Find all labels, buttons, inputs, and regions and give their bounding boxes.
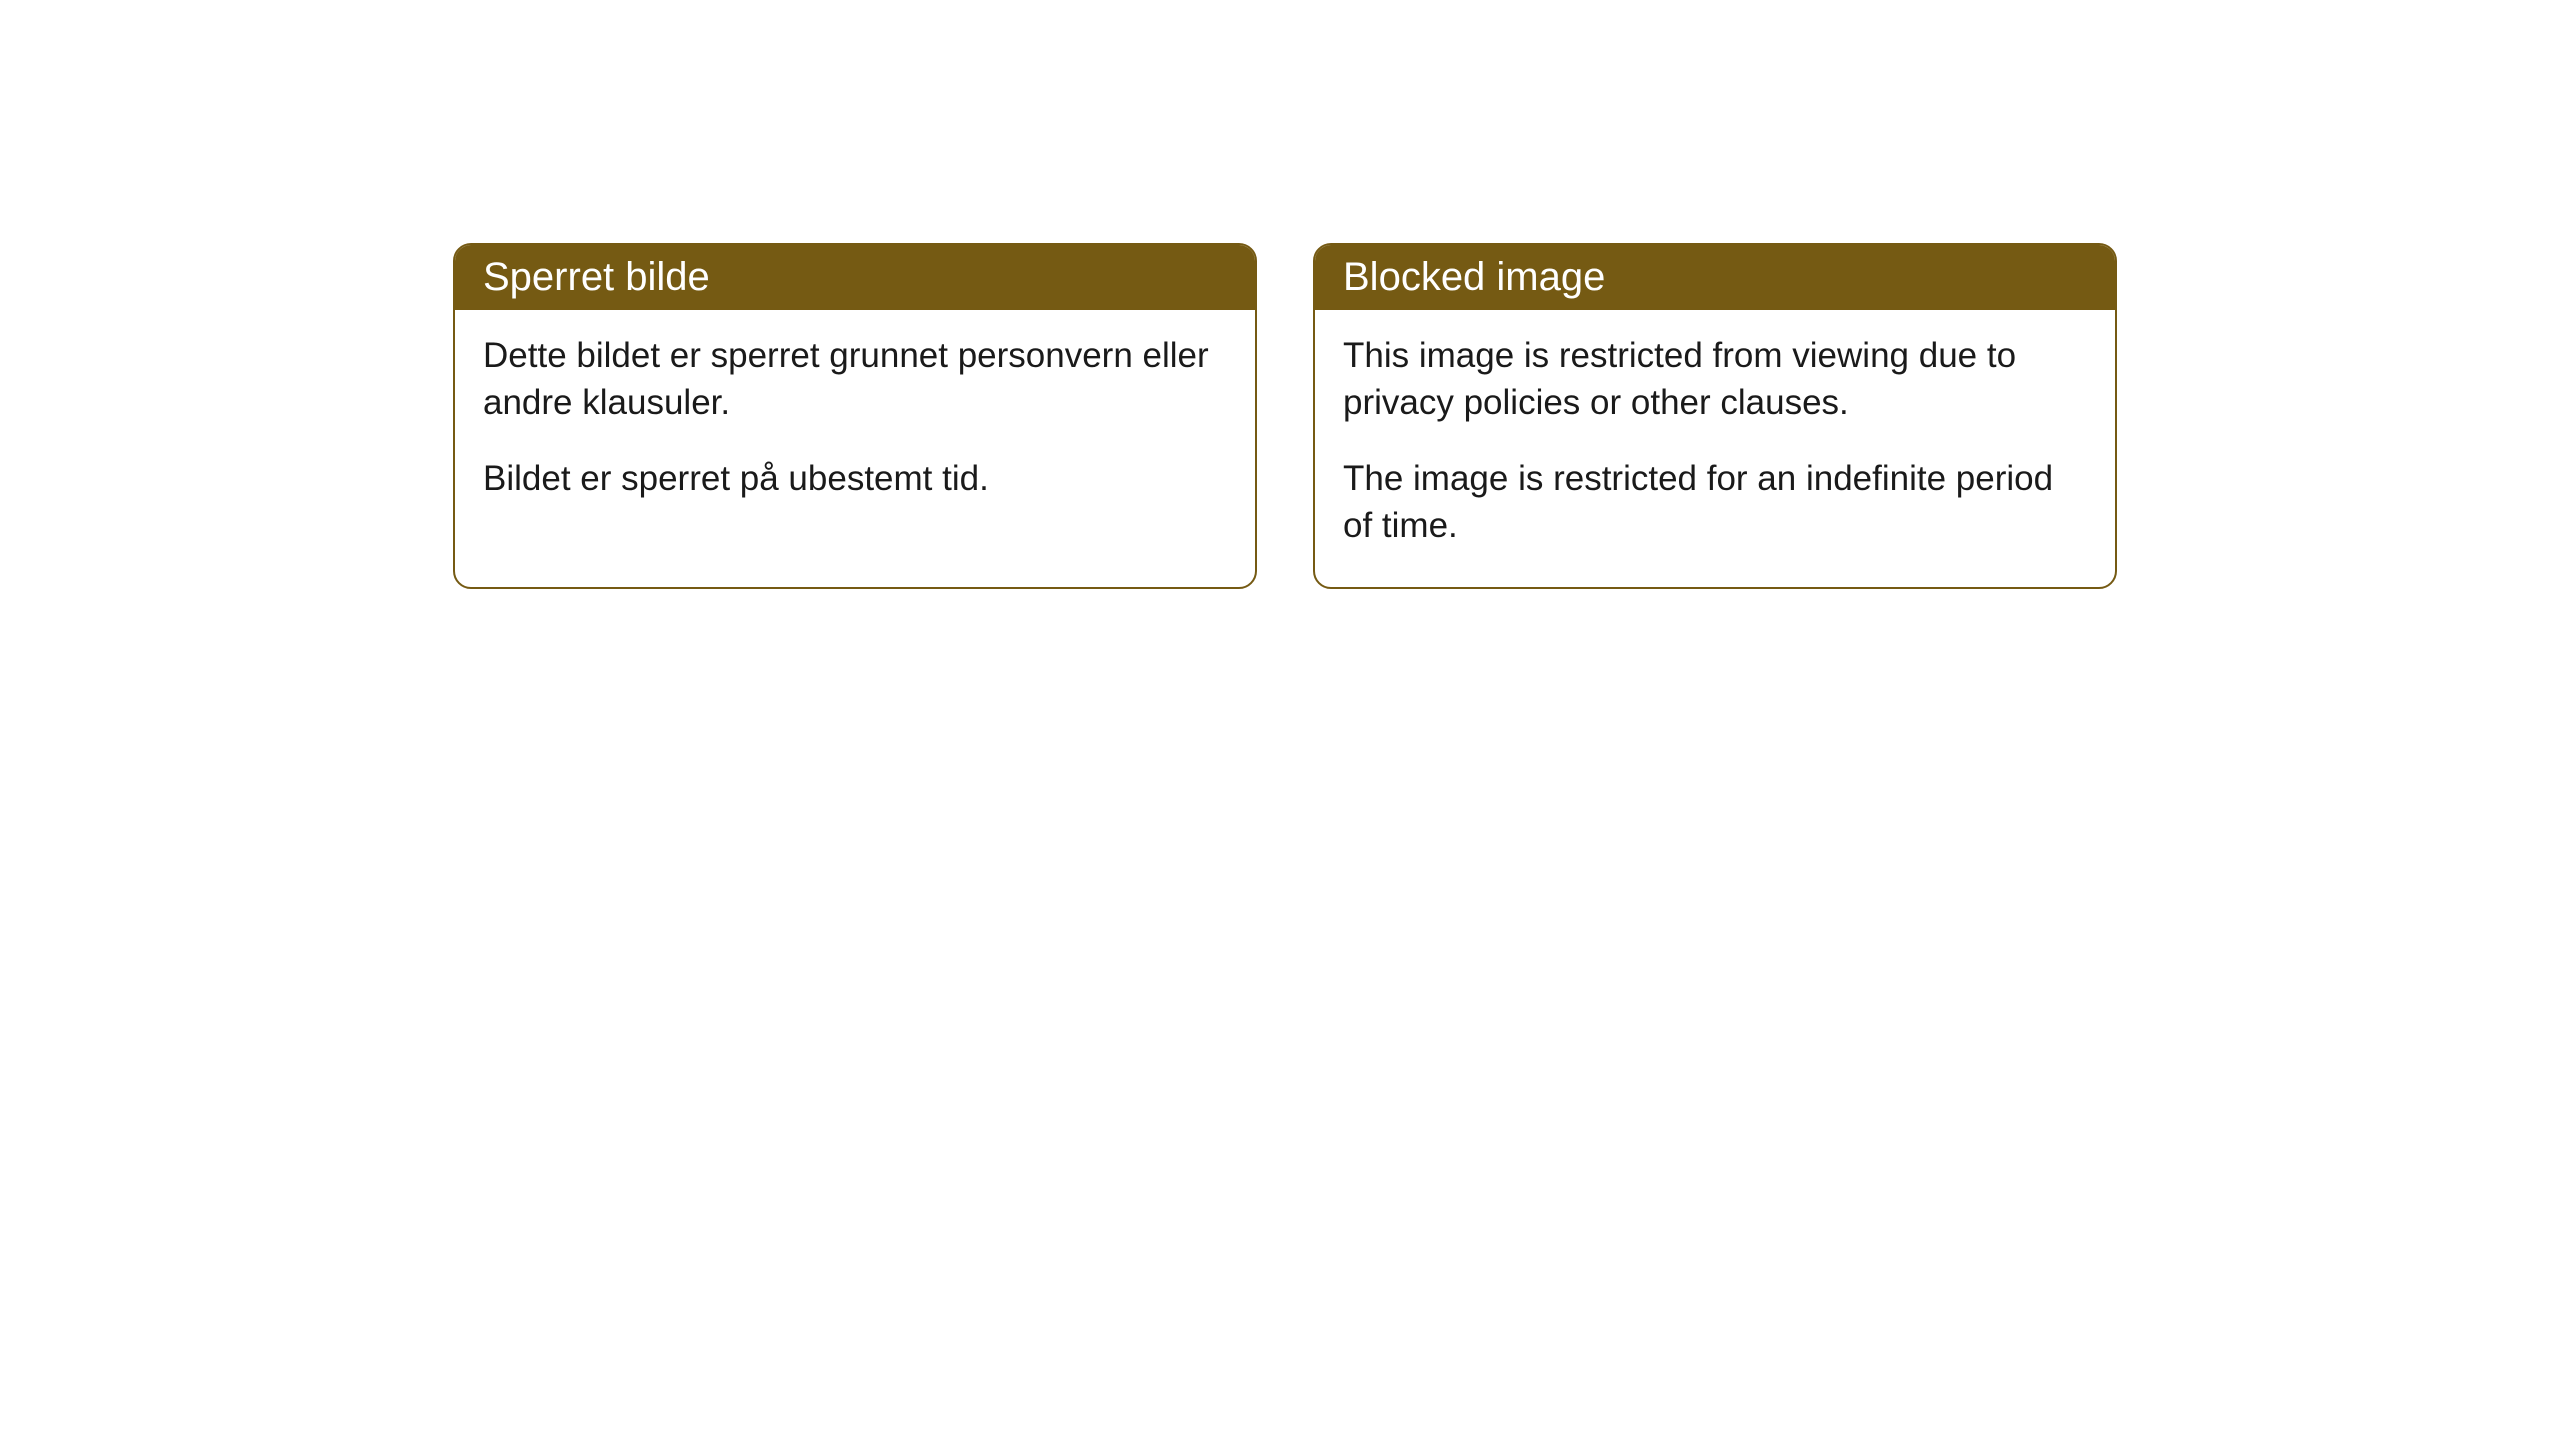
- card-paragraph: Dette bildet er sperret grunnet personve…: [483, 332, 1227, 427]
- notice-card-norwegian: Sperret bilde Dette bildet er sperret gr…: [453, 243, 1257, 589]
- card-paragraph: The image is restricted for an indefinit…: [1343, 455, 2087, 550]
- card-title: Sperret bilde: [483, 255, 710, 299]
- card-header-english: Blocked image: [1315, 245, 2115, 310]
- card-paragraph: Bildet er sperret på ubestemt tid.: [483, 455, 1227, 502]
- card-body-english: This image is restricted from viewing du…: [1315, 310, 2115, 587]
- card-title: Blocked image: [1343, 255, 1605, 299]
- notice-card-english: Blocked image This image is restricted f…: [1313, 243, 2117, 589]
- card-header-norwegian: Sperret bilde: [455, 245, 1255, 310]
- card-paragraph: This image is restricted from viewing du…: [1343, 332, 2087, 427]
- card-body-norwegian: Dette bildet er sperret grunnet personve…: [455, 310, 1255, 540]
- notice-cards-container: Sperret bilde Dette bildet er sperret gr…: [453, 243, 2117, 589]
